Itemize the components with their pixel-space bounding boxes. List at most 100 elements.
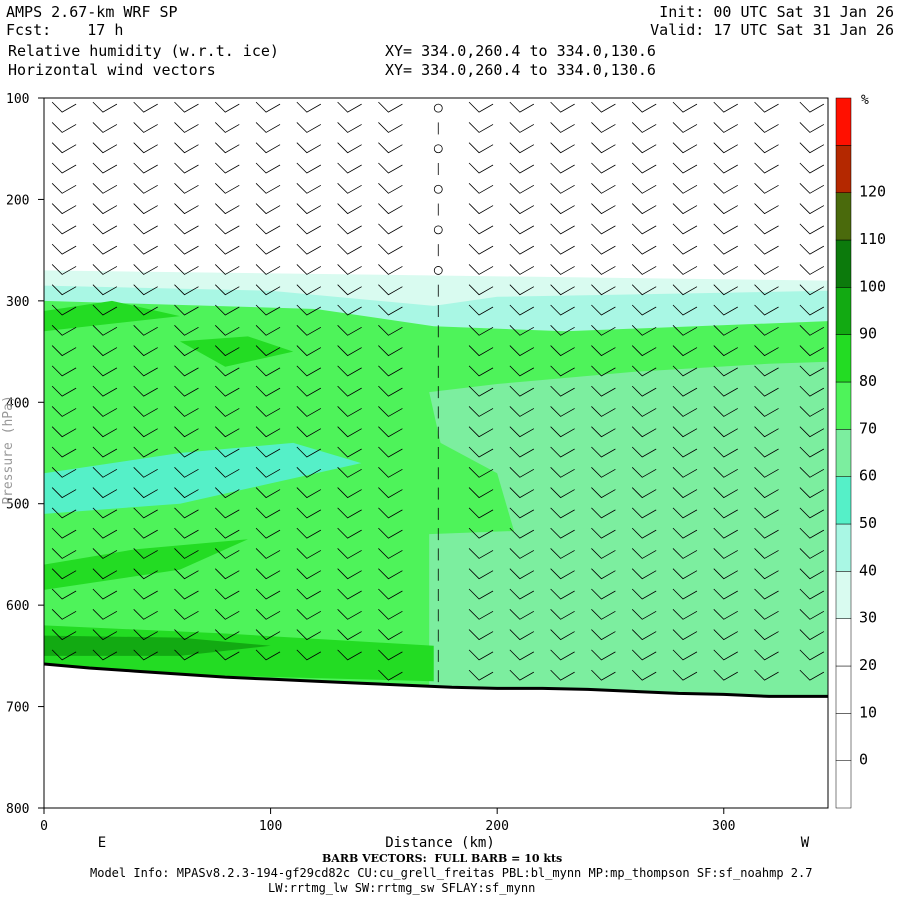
wind-barb xyxy=(509,629,535,641)
wind-barb xyxy=(51,426,77,438)
wind-barb xyxy=(337,101,362,113)
wind-barb xyxy=(296,183,322,194)
wind-barb xyxy=(133,203,158,215)
wind-barb xyxy=(713,243,738,255)
wind-barb xyxy=(92,101,118,113)
wind-barb xyxy=(799,122,825,133)
wind-barb xyxy=(51,507,77,519)
wind-barb xyxy=(799,467,825,478)
wind-barb xyxy=(378,548,403,559)
wind-barb xyxy=(631,243,657,255)
forecast-hour: Fcst: 17 h xyxy=(6,21,124,39)
wind-barb xyxy=(337,406,362,417)
wind-barb xyxy=(631,588,657,600)
wind-barb xyxy=(255,507,281,519)
wind-barb xyxy=(799,284,825,296)
wind-barb xyxy=(799,548,825,559)
model-info: Model Info: MPASv8.2.3-194-gf29cd82c CU:… xyxy=(90,866,813,880)
colorbar-swatch xyxy=(835,239,852,288)
colorbar-tick-label: 70 xyxy=(859,419,877,437)
wind-barb xyxy=(509,183,535,194)
wind-barb xyxy=(754,385,779,397)
wind-barb xyxy=(550,609,575,620)
wind-barb xyxy=(468,183,494,194)
plot-area xyxy=(44,101,828,808)
wind-barb xyxy=(550,284,575,296)
y-tick-label: 300 xyxy=(6,295,29,310)
wind-barb xyxy=(799,669,825,681)
wind-barb xyxy=(337,223,362,235)
wind-barb xyxy=(509,568,535,580)
wind-barb xyxy=(713,304,738,316)
wind-barb xyxy=(672,122,698,133)
wind-barb xyxy=(468,264,494,275)
wind-barb xyxy=(174,203,199,215)
wind-barb xyxy=(92,426,118,438)
wind-barb xyxy=(51,527,77,539)
wind-barb xyxy=(337,548,362,559)
wind-barb xyxy=(754,507,779,519)
wind-barb xyxy=(631,669,657,681)
wind-barb xyxy=(378,284,403,296)
wind-barb xyxy=(378,101,403,113)
wind-barb xyxy=(214,406,240,417)
wind-barb xyxy=(591,548,616,559)
wind-barb xyxy=(255,101,281,113)
wind-barb xyxy=(550,629,575,641)
wind-barb xyxy=(631,406,657,417)
y-tick-label: 600 xyxy=(6,599,29,614)
wind-barb xyxy=(337,426,362,438)
wind-barb xyxy=(550,406,575,417)
wind-barb xyxy=(591,142,616,154)
wind-barb xyxy=(214,467,240,478)
wind-barb xyxy=(468,243,494,255)
wind-barb xyxy=(713,609,738,620)
wind-barb xyxy=(754,325,779,336)
wind-barb xyxy=(378,649,403,661)
colorbar-swatch xyxy=(835,476,852,525)
wind-barb xyxy=(92,304,118,316)
wind-barb xyxy=(51,142,77,154)
wind-barb xyxy=(174,365,199,377)
wind-barb xyxy=(591,629,616,641)
wind-barb xyxy=(92,122,118,133)
wind-barb xyxy=(51,467,77,478)
wind-barb xyxy=(296,284,322,296)
wind-barb xyxy=(337,487,362,499)
wind-barb xyxy=(631,142,657,154)
wind-barb xyxy=(296,609,322,620)
colorbar-swatch xyxy=(835,665,852,714)
wind-barb xyxy=(296,122,322,133)
wind-barb xyxy=(799,325,825,336)
wind-barb xyxy=(631,223,657,235)
wind-barb xyxy=(468,669,494,681)
wind-barb xyxy=(296,365,322,377)
wind-barb xyxy=(631,426,657,438)
colorbar-swatch xyxy=(835,381,852,430)
rh-band-80-c xyxy=(44,539,248,590)
wind-barb xyxy=(174,183,199,194)
wind-barb xyxy=(509,284,535,296)
wind-barb xyxy=(509,385,535,397)
wind-barb xyxy=(337,568,362,580)
wind-barb xyxy=(255,406,281,417)
rh-band-80-a xyxy=(44,300,180,332)
wind-barb xyxy=(214,629,240,641)
wind-barb xyxy=(754,183,779,194)
wind-barb xyxy=(672,649,698,661)
wind-barb xyxy=(133,487,158,499)
wind-barb xyxy=(591,223,616,235)
wind-barb xyxy=(550,467,575,478)
wind-barb xyxy=(799,304,825,316)
valid-time: Valid: 17 UTC Sat 31 Jan 26 xyxy=(650,21,894,39)
wind-barb xyxy=(51,284,77,296)
colorbar-swatch xyxy=(835,334,852,383)
wind-barb xyxy=(754,345,779,357)
colorbar-swatch xyxy=(835,429,852,477)
wind-barb xyxy=(754,223,779,235)
colorbar-tick-label: 30 xyxy=(859,609,877,627)
wind-barb xyxy=(378,264,403,275)
wind-barb xyxy=(214,122,240,133)
wind-barb xyxy=(672,527,698,539)
colorbar-tick-label: 20 xyxy=(859,656,877,674)
